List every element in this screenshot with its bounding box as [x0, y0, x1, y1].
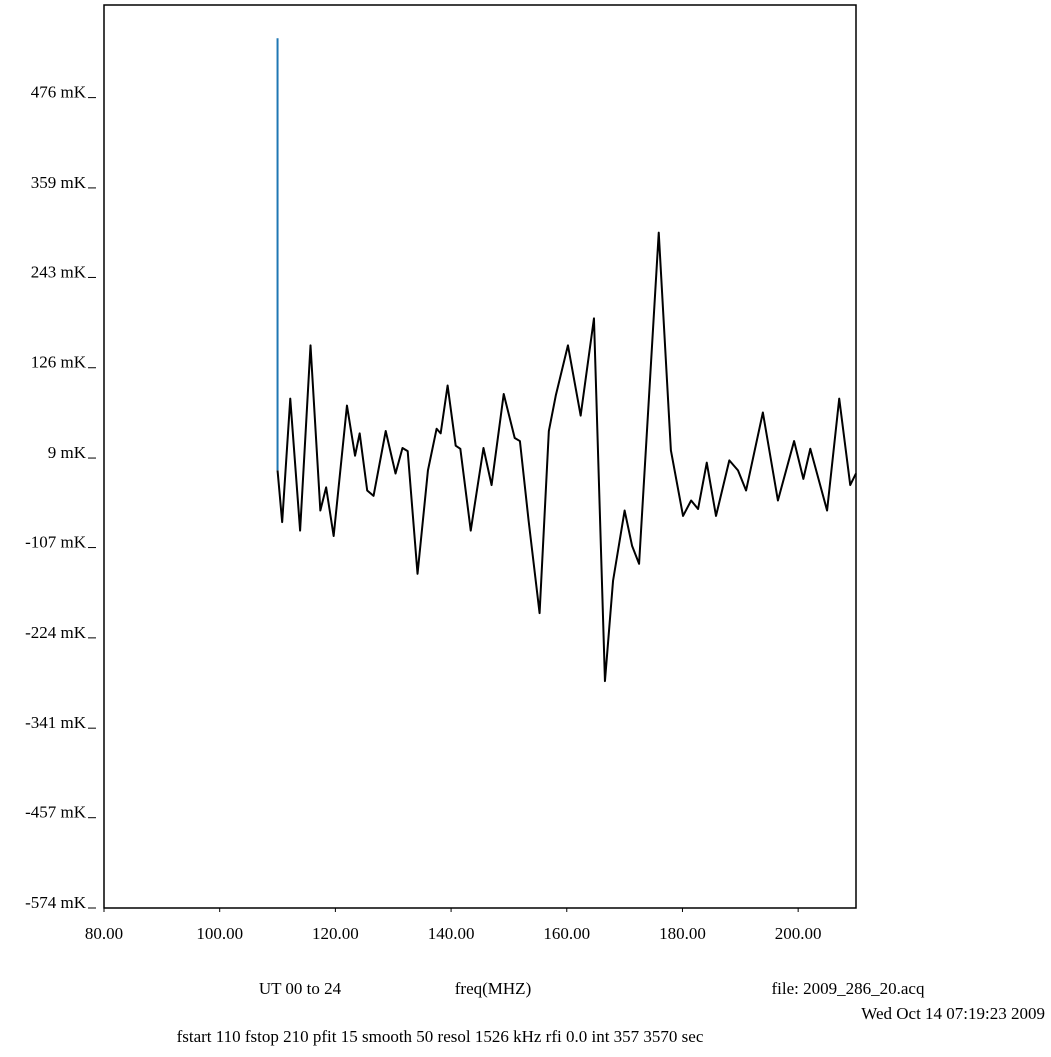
y-tick-label: -341 mK — [25, 713, 87, 732]
y-tick-label: 359 mK — [31, 173, 87, 192]
x-tick-label: 120.00 — [312, 924, 359, 943]
x-tick-label: 180.00 — [659, 924, 706, 943]
y-tick-label: -457 mK — [25, 803, 87, 822]
x-tick-label: 160.00 — [543, 924, 590, 943]
x-tick-label: 100.00 — [196, 924, 243, 943]
x-tick-label: 140.00 — [428, 924, 475, 943]
y-tick-label: 243 mK — [31, 262, 87, 281]
y-tick-label: 476 mK — [31, 83, 87, 102]
y-tick-label: 9 mK — [48, 443, 87, 462]
annotation: fstart 110 fstop 210 pfit 15 smooth 50 r… — [177, 1027, 704, 1046]
y-tick-label: -574 mK — [25, 893, 87, 912]
y-tick-label: -224 mK — [25, 623, 87, 642]
plot-frame — [103, 4, 857, 909]
y-tick-label: -107 mK — [25, 532, 87, 551]
annotation: Wed Oct 14 07:19:23 2009 — [861, 1004, 1045, 1023]
annotation: file: 2009_286_20.acq — [772, 979, 925, 998]
x-axis-label: freq(MHZ) — [455, 979, 531, 998]
annotation: UT 00 to 24 — [259, 979, 342, 998]
x-tick-label: 80.00 — [85, 924, 123, 943]
x-tick-label: 200.00 — [775, 924, 822, 943]
data-line — [276, 231, 857, 683]
y-tick-label: 126 mK — [31, 353, 87, 372]
